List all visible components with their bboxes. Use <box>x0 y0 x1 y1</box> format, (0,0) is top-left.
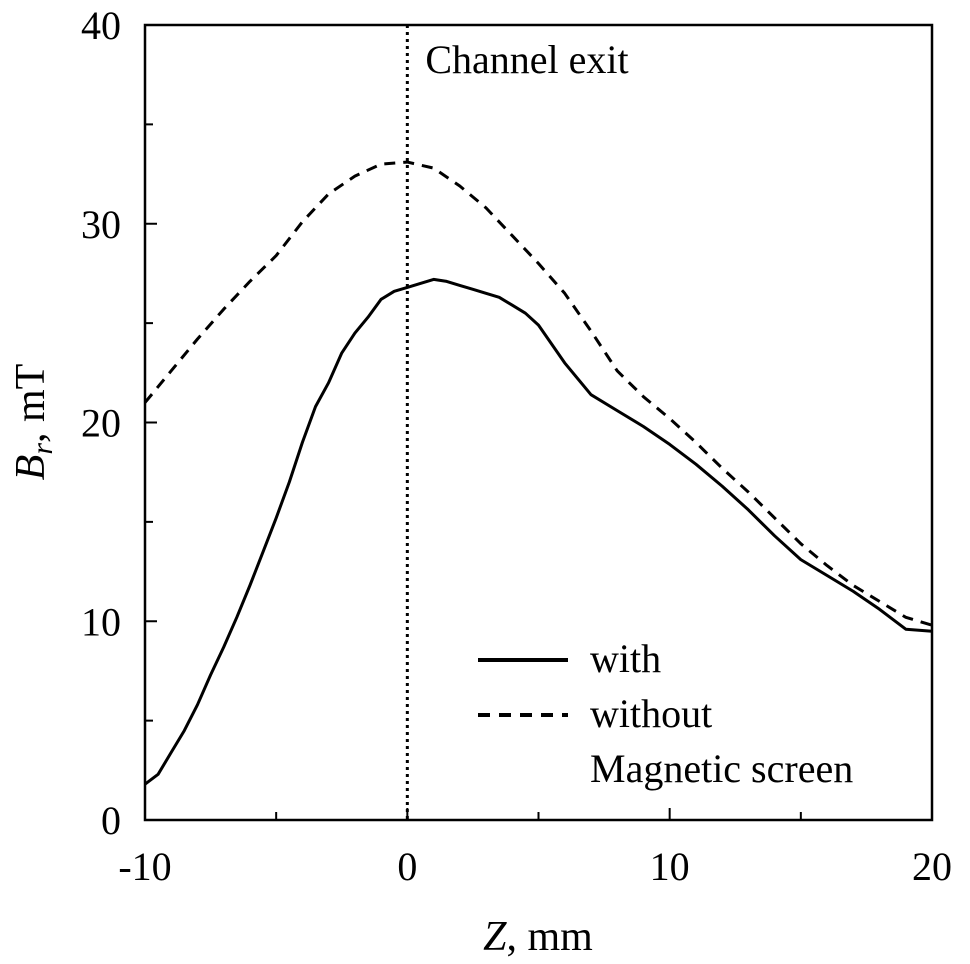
x-tick-label: -10 <box>118 844 171 889</box>
x-axis-var: Z <box>483 914 507 960</box>
series-layer <box>143 160 933 786</box>
y-axis-unit: , mT <box>8 364 54 443</box>
y-axis-ticks: 0 10 20 30 40 <box>81 3 157 843</box>
y-tick-label: 0 <box>101 798 121 843</box>
legend-caption: Magnetic screen <box>590 746 853 791</box>
series-line-without <box>143 160 933 627</box>
y-tick-label: 10 <box>81 599 121 644</box>
x-axis-unit: , mm <box>507 914 594 960</box>
x-tick-label: 10 <box>650 844 690 889</box>
series-line-with <box>144 277 933 786</box>
y-tick-label: 20 <box>81 401 121 446</box>
legend: with without Magnetic screen <box>478 636 853 791</box>
x-tick-label: 0 <box>397 844 417 889</box>
channel-exit-label: Channel exit <box>425 37 628 82</box>
plot-frame <box>143 23 934 822</box>
x-axis-ticks: -10 0 10 20 <box>118 808 952 889</box>
y-tick-label: 30 <box>81 202 121 247</box>
y-axis-var: B <box>8 455 54 481</box>
x-tick-label: 20 <box>912 844 952 889</box>
legend-label-without: without <box>590 691 712 736</box>
y-axis-sub: r <box>26 443 59 455</box>
y-axis-label: Br, mT <box>8 364 59 481</box>
x-axis-label: Z, mm <box>483 914 593 960</box>
y-tick-label: 40 <box>81 3 121 48</box>
legend-label-with: with <box>590 636 661 681</box>
